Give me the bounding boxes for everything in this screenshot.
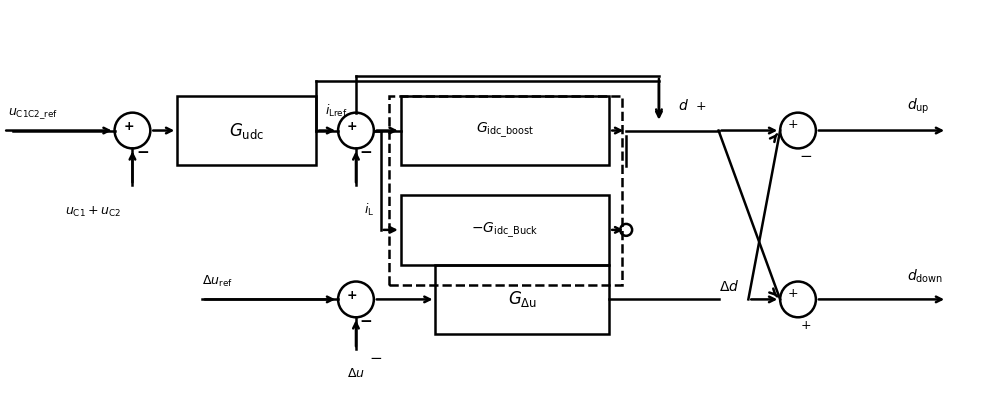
Text: −: − (136, 145, 149, 160)
Text: $\Delta d$: $\Delta d$ (719, 279, 739, 294)
Text: $G_{\rm udc}$: $G_{\rm udc}$ (229, 121, 264, 141)
Text: $i_{\rm Lref}$: $i_{\rm Lref}$ (325, 102, 347, 118)
Text: +: + (347, 120, 357, 133)
Text: $G_{\rm \Delta u}$: $G_{\rm \Delta u}$ (508, 289, 537, 310)
Text: $u_{\rm C1}+u_{\rm C2}$: $u_{\rm C1}+u_{\rm C2}$ (65, 205, 121, 219)
Text: $-G_{\rm idc\_Buck}$: $-G_{\rm idc\_Buck}$ (471, 220, 539, 239)
Bar (435, 265, 609, 334)
Bar (389, 96, 622, 284)
Text: +: + (788, 118, 798, 131)
Text: −: − (800, 149, 812, 164)
Text: +: + (696, 100, 706, 113)
Text: +: + (801, 319, 811, 332)
Text: $d_{\rm up}$: $d_{\rm up}$ (907, 96, 930, 116)
Bar (401, 96, 609, 165)
Text: −: − (360, 145, 372, 160)
Text: $G_{\rm idc\_boost}$: $G_{\rm idc\_boost}$ (476, 121, 534, 140)
Text: $\Delta u$: $\Delta u$ (347, 367, 365, 380)
Text: +: + (788, 287, 798, 300)
Text: $\Delta u_{\rm ref}$: $\Delta u_{\rm ref}$ (202, 274, 233, 289)
Text: +: + (123, 120, 134, 133)
Text: −: − (369, 351, 382, 366)
Text: −: − (360, 314, 372, 329)
Text: +: + (347, 289, 357, 302)
Text: $d_{\rm down}$: $d_{\rm down}$ (907, 267, 944, 284)
Bar (177, 96, 316, 165)
Text: $u_{\rm C1C2\_ref}$: $u_{\rm C1C2\_ref}$ (8, 106, 58, 121)
Bar (401, 195, 609, 265)
Text: $i_{\rm L}$: $i_{\rm L}$ (364, 202, 374, 218)
Text: $d$: $d$ (678, 97, 689, 113)
